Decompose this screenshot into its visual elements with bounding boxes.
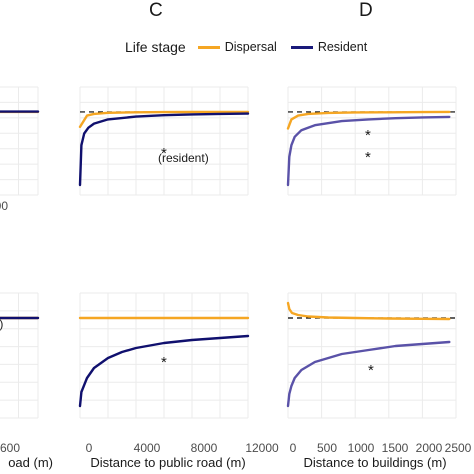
annotation: (resident) bbox=[158, 151, 209, 165]
x-tick-label: 0 bbox=[290, 441, 297, 455]
series-line-resident bbox=[286, 340, 451, 408]
series-line-dispersal bbox=[286, 301, 451, 321]
series-line-resident bbox=[78, 334, 250, 408]
series-line-dispersal bbox=[78, 110, 250, 129]
panel-3: *(resident) bbox=[78, 86, 250, 196]
x-tick-label: 2500 bbox=[445, 441, 472, 455]
x-axis-title: Distance to buildings (m) bbox=[303, 455, 446, 470]
x-tick-label: 4000 bbox=[134, 441, 161, 455]
annotation: * bbox=[161, 354, 167, 371]
plot-background bbox=[288, 87, 456, 195]
legend: Life stage Dispersal Resident bbox=[125, 36, 381, 58]
x-tick-label: 12000 bbox=[245, 441, 279, 455]
series-line-resident bbox=[78, 112, 250, 187]
panel-letter-d: D bbox=[359, 0, 373, 21]
x-tick-label: 500 bbox=[317, 441, 337, 455]
annotation: * bbox=[365, 149, 371, 166]
panel-1: 600 bbox=[0, 86, 40, 213]
legend-key-resident bbox=[290, 45, 313, 49]
annotation: * bbox=[365, 127, 371, 144]
annotation: * bbox=[161, 145, 167, 162]
legend-label-resident: Resident bbox=[317, 40, 368, 54]
legend-title: Life stage bbox=[125, 39, 186, 55]
plot-background bbox=[288, 293, 456, 418]
x-tick-label: 0 bbox=[86, 441, 93, 455]
legend-key-dispersal bbox=[197, 45, 220, 49]
x-tick-label: 600 bbox=[0, 441, 20, 455]
legend-label-dispersal: Dispersal bbox=[224, 40, 277, 54]
x-axis-title: oad (m) bbox=[8, 455, 53, 470]
series-line-dispersal bbox=[286, 110, 451, 130]
x-axis-title: Distance to public road (m) bbox=[90, 455, 245, 470]
panel-letter-c: C bbox=[149, 0, 163, 21]
annotation: t) bbox=[0, 317, 3, 331]
x-tick-label: 1000 bbox=[348, 441, 375, 455]
x-tick-label: 8000 bbox=[191, 441, 218, 455]
series-line-resident bbox=[286, 115, 451, 187]
x-tick-label: 600 bbox=[0, 199, 8, 213]
x-tick-label: 1500 bbox=[382, 441, 409, 455]
annotation: * bbox=[368, 362, 374, 379]
x-tick-label: 2000 bbox=[416, 441, 443, 455]
panel-5: ** bbox=[286, 86, 457, 196]
